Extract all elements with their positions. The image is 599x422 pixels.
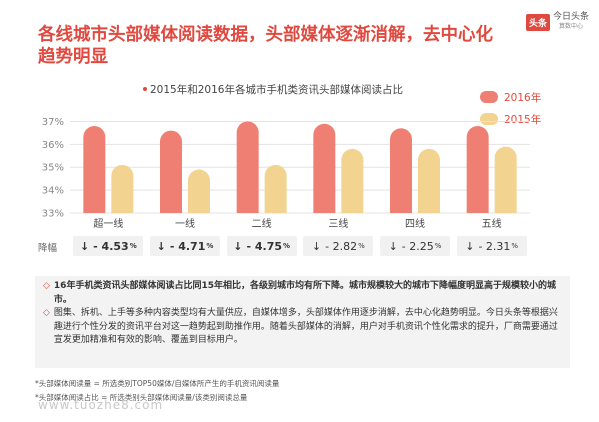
legend-label-2016: 2016年 <box>504 91 542 104</box>
note-text: 图集、拆机、上手等多种内容类型均有大量供应，自媒体增多，头部媒体作用逐步消解，去… <box>53 308 558 345</box>
y-tick-label: 36% <box>42 140 64 151</box>
down-arrow-icon: ↓ <box>156 239 166 253</box>
legend-item-2015: 2015年 <box>480 108 541 130</box>
watermark: www.tuozhe8.com <box>38 398 164 412</box>
logo-mark: 头条 <box>525 13 550 31</box>
legend-label-2015: 2015年 <box>504 113 542 126</box>
declines-label: 降幅 <box>38 243 58 254</box>
decline-value: ↓ - 2.82% <box>303 236 374 256</box>
diamond-bullet-icon: ◇ <box>43 281 50 291</box>
bar-2016 <box>160 130 182 213</box>
down-arrow-icon: ↓ <box>465 239 475 253</box>
note-text: 16年手机类资讯头部媒体阅读占比同15年相比，各级别城市均有所下降。城市规模较大… <box>53 281 556 305</box>
x-tick-label: 五线 <box>482 217 502 230</box>
decline-value: ↓ - 4.75% <box>226 236 297 256</box>
decline-number: - 2.31 <box>478 239 511 253</box>
bar-2016 <box>236 121 259 213</box>
x-tick-label: 超一线 <box>93 217 123 230</box>
decline-value: ↓ - 4.71% <box>150 236 220 256</box>
note-item: ◇ 16年手机类资讯头部媒体阅读占比同15年相比，各级别城市均有所下降。城市规模… <box>43 280 562 307</box>
bar-2015 <box>418 148 440 213</box>
percent-sign: % <box>129 242 137 250</box>
chart-legend: 2016年 2015年 <box>480 86 541 130</box>
x-tick-label: 三线 <box>328 217 348 230</box>
decline-value: ↓ - 2.25% <box>380 236 450 256</box>
decline-number: - 2.25 <box>401 239 434 253</box>
percent-sign: % <box>511 242 519 250</box>
note-item: ◇ 图集、拆机、上手等多种内容类型均有大量供应，自媒体增多，头部媒体作用逐步消解… <box>43 307 562 348</box>
bar-2016 <box>313 123 336 213</box>
bar-2016 <box>83 126 106 213</box>
logo-text: 今日头条 算数中心 <box>553 12 589 32</box>
percent-sign: % <box>206 242 214 250</box>
decline-value: ↓ - 4.53% <box>73 236 144 256</box>
down-arrow-icon: ↓ <box>388 239 398 253</box>
note-box: ◇ 16年手机类资讯头部媒体阅读占比同15年相比，各级别城市均有所下降。城市规模… <box>35 276 570 368</box>
down-arrow-icon: ↓ <box>311 239 322 253</box>
footnote: *头部媒体阅读量 = 所选类别TOP50媒体/自媒体所产生的手机资讯阅读量 <box>35 379 280 388</box>
bar-2015 <box>494 146 517 213</box>
bar-2015 <box>111 164 134 213</box>
bar-2016 <box>466 126 489 213</box>
percent-sign: % <box>434 242 442 250</box>
bar-chart: 33% 34% 35% 36% 37% 超一线 一线 二线 三线 四线 五线 <box>42 117 530 230</box>
percent-sign: % <box>358 242 365 250</box>
brand-logo: 头条 今日头条 算数中心 <box>525 12 589 32</box>
chart-title: 2015年和2016年各城市手机类资讯头部媒体阅读占比 <box>150 84 403 96</box>
bar-2016 <box>390 128 412 213</box>
decline-value: ↓ - 2.31% <box>456 236 527 256</box>
logo-sub: 算数中心 <box>558 23 583 30</box>
page-title: 各线城市头部媒体阅读数据，头部媒体逐渐消解，去中心化趋势明显 <box>38 25 493 67</box>
legend-item-2016: 2016年 <box>480 86 541 108</box>
decline-number: - 4.71 <box>169 239 206 253</box>
footnote: *头部媒体阅读占比 = 所选类别头部媒体阅读量/该类别阅读总量 <box>35 393 248 402</box>
declines-row: 降幅 ↓ - 4.53% ↓ - 4.71% ↓ - 4.75% ↓ - 2.82% ↓… <box>30 236 570 258</box>
legend-swatch-2016 <box>480 91 498 103</box>
x-tick-label: 四线 <box>405 217 425 230</box>
percent-sign: % <box>283 242 291 250</box>
y-tick-label: 33% <box>42 209 64 220</box>
down-arrow-icon: ↓ <box>233 239 243 253</box>
x-tick-label: 一线 <box>175 217 195 230</box>
y-tick-label: 34% <box>42 186 64 197</box>
bar-2015 <box>188 169 210 213</box>
bar-2015 <box>341 148 364 213</box>
down-arrow-icon: ↓ <box>79 239 90 253</box>
legend-swatch-2015 <box>480 113 498 125</box>
decline-number: - 4.53 <box>93 239 129 253</box>
bar-2015 <box>264 164 287 213</box>
y-tick-label: 35% <box>42 163 64 174</box>
chart-title-dot <box>143 87 147 91</box>
logo-name: 今日头条 <box>552 12 589 22</box>
decline-number: - 2.82 <box>325 239 358 253</box>
x-tick-label: 二线 <box>252 217 272 230</box>
y-tick-label: 37% <box>42 117 64 128</box>
decline-number: - 4.75 <box>246 239 283 253</box>
diamond-bullet-icon: ◇ <box>43 308 50 318</box>
